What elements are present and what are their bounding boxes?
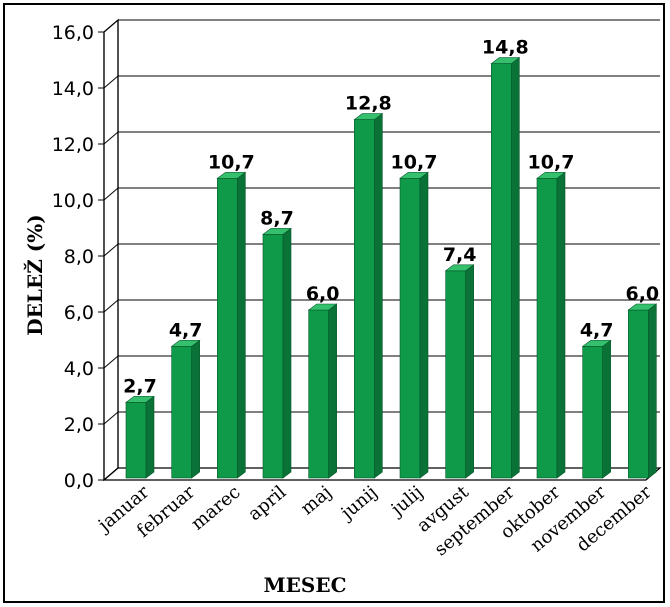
x-category-label: junij (336, 482, 382, 525)
data-label: 7,4 (443, 244, 477, 266)
data-label: 4,7 (580, 319, 614, 341)
bar-side (237, 171, 246, 479)
plot-walls (102, 18, 662, 482)
bar (308, 309, 329, 479)
bar-side (145, 395, 155, 479)
y-tick-label: 6,0 (64, 302, 94, 324)
y-tick-label: 12,0 (52, 134, 94, 156)
grid-line-depth (103, 243, 119, 257)
bar-side (511, 57, 520, 479)
grid-line-depth (103, 299, 119, 313)
bar-side (191, 339, 200, 479)
bar (125, 402, 147, 479)
grid-line-depth (103, 411, 119, 425)
data-label: 2,7 (123, 375, 157, 397)
data-label: 4,7 (169, 319, 203, 341)
grid-line-depth (103, 355, 119, 369)
bar-top (536, 172, 566, 179)
bar-top (627, 303, 658, 311)
y-tick-labels: 0,0 2,0 4,0 6,0 8,0 10,0 12,0 14,0 16,0 (52, 22, 94, 492)
bar-top (399, 172, 429, 179)
y-tick-label: 10,0 (52, 190, 94, 212)
grid-line-depth (103, 131, 119, 145)
bar (354, 119, 375, 479)
bar-top (262, 228, 292, 235)
bar-top (125, 396, 155, 403)
bar-side (465, 264, 474, 479)
bar-side (556, 171, 566, 479)
data-labels: 2,7 4,7 10,7 8,7 6,0 12,8 10,7 7,4 14,8 10,7 4,7 6,… (123, 37, 659, 398)
data-label: 14,8 (482, 37, 529, 59)
bar-top (490, 57, 521, 64)
y-axis-title: DELEŽ (%) (23, 214, 47, 335)
y-tick-label: 14,0 (52, 78, 94, 100)
x-category-label: april (244, 482, 290, 525)
bar-top (353, 113, 384, 120)
bar-top (444, 264, 475, 272)
y-tick-label: 8,0 (64, 246, 94, 268)
bar (582, 346, 603, 479)
bar (536, 178, 558, 479)
bar-top (307, 303, 338, 311)
data-label: 10,7 (528, 151, 575, 173)
x-axis-title: MESEC (264, 573, 347, 597)
data-label: 12,8 (345, 93, 392, 115)
bar-top (216, 172, 247, 179)
y-tick-label: 0,0 (64, 470, 94, 492)
data-label: 10,7 (391, 151, 438, 173)
x-category-label: maj (297, 482, 336, 520)
bars (125, 57, 658, 479)
data-label: 6,0 (306, 283, 340, 305)
bar (262, 234, 284, 479)
bar-side (328, 303, 337, 479)
grid-line-depth (103, 75, 119, 89)
bar-side (648, 303, 657, 479)
bar-side (374, 113, 383, 479)
bar (399, 178, 421, 479)
bar-top (170, 340, 201, 347)
bar (628, 309, 649, 479)
data-label: 10,7 (208, 151, 255, 173)
y-tick-label: 16,0 (52, 22, 94, 44)
bar-side (282, 227, 292, 479)
x-category-label: marec (187, 482, 244, 535)
y-tick-label: 4,0 (64, 358, 94, 380)
bar-top (581, 340, 612, 347)
floor (102, 467, 662, 481)
data-label: 8,7 (260, 207, 294, 229)
data-label: 6,0 (625, 283, 659, 305)
grid-line-depth (103, 187, 119, 201)
bar (171, 346, 192, 479)
y-tick-label: 2,0 (64, 414, 94, 436)
bar-side (419, 171, 429, 479)
bar (445, 270, 466, 479)
bar (217, 178, 238, 479)
bar-side (602, 339, 611, 479)
bar (491, 63, 512, 479)
